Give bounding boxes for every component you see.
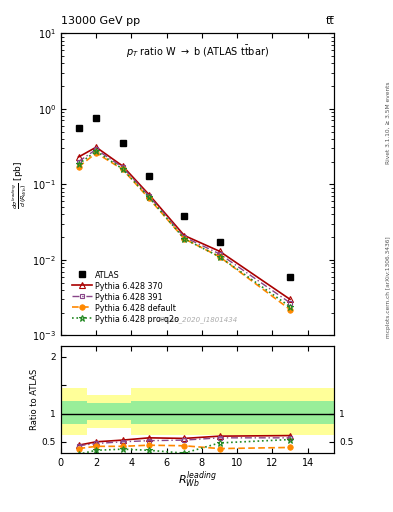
Pythia 6.428 default bbox=[94, 150, 99, 156]
Pythia 6.428 391 bbox=[182, 234, 187, 240]
Pythia 6.428 default bbox=[217, 253, 222, 260]
Pythia 6.428 default bbox=[182, 236, 187, 242]
Pythia 6.428 default bbox=[120, 166, 125, 173]
ATLAS bbox=[94, 115, 99, 121]
Text: Rivet 3.1.10, ≥ 3.5M events: Rivet 3.1.10, ≥ 3.5M events bbox=[386, 81, 391, 164]
Pythia 6.428 default bbox=[147, 196, 151, 202]
ATLAS bbox=[288, 273, 292, 280]
Pythia 6.428 default bbox=[288, 306, 292, 312]
Text: mcplots.cern.ch [arXiv:1306.3436]: mcplots.cern.ch [arXiv:1306.3436] bbox=[386, 236, 391, 337]
Text: tt̅: tt̅ bbox=[325, 15, 334, 26]
Pythia 6.428 370 bbox=[94, 144, 99, 151]
Pythia 6.428 pro-q2o bbox=[76, 161, 81, 167]
Line: Pythia 6.428 pro-q2o: Pythia 6.428 pro-q2o bbox=[75, 147, 294, 310]
Text: $p_T$ ratio W $\rightarrow$ b (ATLAS t$\bar{\mathrm{t}}$bar): $p_T$ ratio W $\rightarrow$ b (ATLAS t$\… bbox=[126, 44, 269, 60]
Legend: ATLAS, Pythia 6.428 370, Pythia 6.428 391, Pythia 6.428 default, Pythia 6.428 pr: ATLAS, Pythia 6.428 370, Pythia 6.428 39… bbox=[70, 269, 181, 325]
Pythia 6.428 391 bbox=[94, 146, 99, 153]
Pythia 6.428 pro-q2o bbox=[120, 166, 125, 172]
Text: ATLAS_2020_I1801434: ATLAS_2020_I1801434 bbox=[157, 316, 238, 323]
Line: Pythia 6.428 391: Pythia 6.428 391 bbox=[76, 147, 292, 305]
Pythia 6.428 370 bbox=[217, 248, 222, 254]
X-axis label: $R_{Wb}^{leading}$: $R_{Wb}^{leading}$ bbox=[178, 470, 217, 490]
Pythia 6.428 pro-q2o bbox=[182, 236, 187, 242]
Pythia 6.428 370 bbox=[120, 163, 125, 169]
Line: Pythia 6.428 370: Pythia 6.428 370 bbox=[76, 144, 293, 302]
Pythia 6.428 default bbox=[76, 164, 81, 170]
ATLAS bbox=[120, 140, 125, 146]
Pythia 6.428 pro-q2o bbox=[288, 304, 292, 310]
Line: Pythia 6.428 default: Pythia 6.428 default bbox=[76, 150, 293, 312]
Pythia 6.428 391 bbox=[147, 193, 151, 199]
Text: 13000 GeV pp: 13000 GeV pp bbox=[61, 15, 140, 26]
Y-axis label: Ratio to ATLAS: Ratio to ATLAS bbox=[30, 369, 39, 430]
Pythia 6.428 370 bbox=[76, 154, 81, 160]
Y-axis label: $\frac{d\sigma^{leading}}{d\,\left(R_{Wb}\right)}$ [pb]: $\frac{d\sigma^{leading}}{d\,\left(R_{Wb… bbox=[11, 160, 29, 208]
Pythia 6.428 391 bbox=[120, 164, 125, 170]
Pythia 6.428 pro-q2o bbox=[147, 195, 151, 201]
ATLAS bbox=[76, 125, 81, 132]
Pythia 6.428 391 bbox=[288, 300, 292, 306]
ATLAS bbox=[217, 240, 222, 246]
ATLAS bbox=[147, 173, 151, 179]
Pythia 6.428 370 bbox=[182, 232, 187, 239]
Pythia 6.428 pro-q2o bbox=[217, 253, 222, 260]
Pythia 6.428 391 bbox=[217, 251, 222, 257]
Pythia 6.428 370 bbox=[288, 296, 292, 303]
Pythia 6.428 391 bbox=[76, 159, 81, 165]
ATLAS bbox=[182, 213, 187, 219]
Line: ATLAS: ATLAS bbox=[75, 115, 293, 280]
Pythia 6.428 pro-q2o bbox=[94, 148, 99, 154]
Pythia 6.428 370 bbox=[147, 191, 151, 198]
